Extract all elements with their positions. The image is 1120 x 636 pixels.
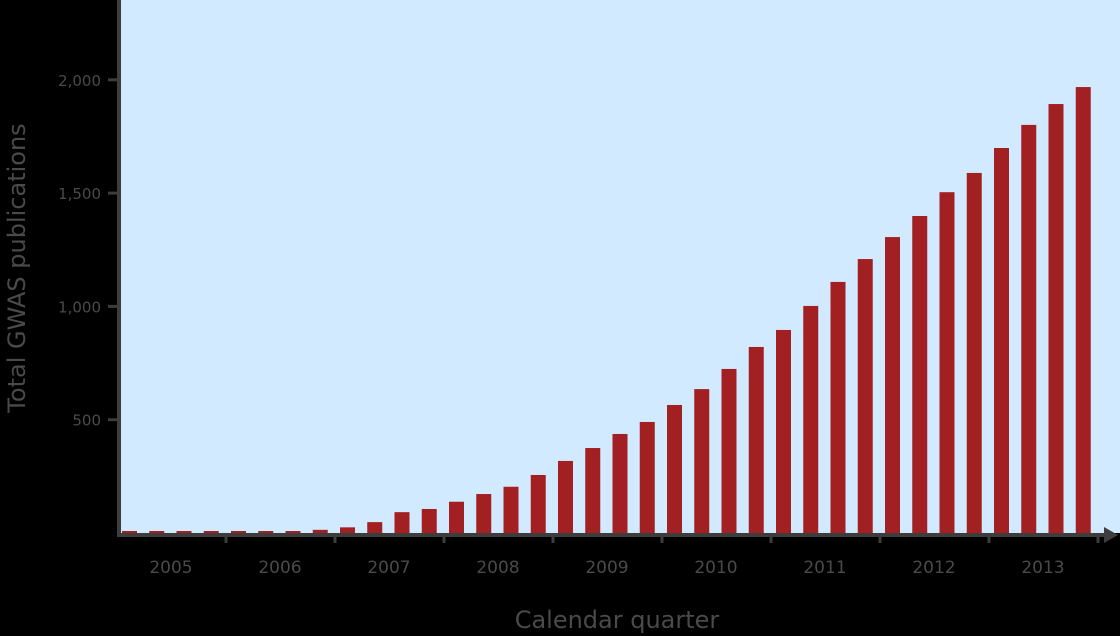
bar — [912, 215, 928, 533]
x-tick-label: 2010 — [694, 558, 737, 578]
bar — [122, 531, 137, 533]
bar — [449, 501, 464, 533]
y-tick-label: 1,500 — [58, 185, 101, 203]
x-tick-label: 2013 — [1021, 558, 1064, 578]
bar — [857, 259, 873, 533]
x-tick-label: 2007 — [367, 558, 410, 578]
bar — [367, 522, 383, 533]
x-axis-label: Calendar quarter — [515, 606, 720, 634]
x-tick-label: 2005 — [149, 558, 192, 578]
x-tick-label: 2008 — [476, 558, 519, 578]
bar — [503, 486, 519, 533]
bar — [966, 172, 982, 533]
bar — [885, 237, 900, 533]
bar — [421, 508, 437, 533]
y-tick-label: 2,000 — [58, 72, 101, 90]
y-axis-label: Total GWAS publications — [3, 123, 31, 413]
bar — [1075, 87, 1091, 533]
bar — [585, 448, 601, 533]
bar — [748, 346, 764, 533]
bar — [176, 531, 192, 533]
x-tick-label: 2012 — [912, 558, 955, 578]
y-tick-group: 500 1,000 1,500 2,000 — [58, 72, 118, 430]
bar — [830, 281, 846, 533]
bar — [203, 531, 219, 533]
bar — [258, 531, 274, 533]
x-tick-label: 2006 — [258, 558, 301, 578]
bar — [1048, 104, 1064, 533]
bar — [340, 527, 355, 533]
bar — [639, 421, 655, 533]
y-tick-label: 500 — [72, 412, 101, 430]
bar — [721, 368, 737, 533]
x-tick-label: 2011 — [803, 558, 846, 578]
x-tick-group: 2005 2006 2007 2008 2009 2010 2011 2012 2013 — [149, 535, 1100, 578]
bar — [803, 305, 819, 533]
bar — [312, 529, 328, 533]
bar — [530, 474, 546, 533]
bar — [476, 494, 492, 533]
bar — [612, 433, 628, 533]
x-axis — [117, 527, 1118, 543]
bar — [694, 389, 710, 533]
y-tick-label: 1,000 — [58, 298, 101, 316]
bar — [149, 531, 165, 533]
bar — [776, 329, 791, 533]
bar — [994, 148, 1009, 534]
bar — [667, 404, 682, 533]
bar — [394, 512, 410, 533]
bar — [1021, 124, 1037, 533]
bar — [285, 531, 301, 533]
bars-group — [122, 87, 1091, 534]
bar — [231, 531, 246, 533]
x-axis-arrow-icon — [1104, 527, 1118, 543]
x-tick-label: 2009 — [585, 558, 628, 578]
bar — [939, 192, 955, 533]
bar — [558, 460, 573, 533]
